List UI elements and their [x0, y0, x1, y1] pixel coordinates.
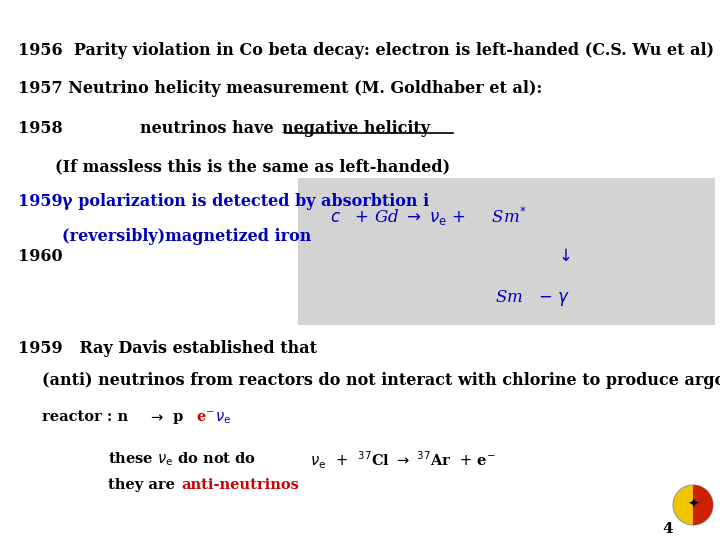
Text: ✦: ✦	[687, 498, 699, 512]
Text: 1956  Parity violation in Co beta decay: electron is left-handed (C.S. Wu et al): 1956 Parity violation in Co beta decay: …	[18, 42, 714, 59]
Text: reactor : n: reactor : n	[42, 410, 133, 424]
Text: γ polarization is detected by absorbtion i: γ polarization is detected by absorbtion…	[62, 193, 429, 210]
Wedge shape	[693, 485, 713, 525]
Text: Sm   $-$ $\gamma$: Sm $-$ $\gamma$	[495, 288, 570, 308]
Text: $c$   $+$ Gd $\rightarrow$ $\nu_{\rm e}$ $+$     Sm$^{*}$: $c$ $+$ Gd $\rightarrow$ $\nu_{\rm e}$ $…	[330, 205, 526, 228]
Text: 1957 Neutrino helicity measurement (M. Goldhaber et al):: 1957 Neutrino helicity measurement (M. G…	[18, 80, 542, 97]
Text: 1959: 1959	[18, 193, 63, 210]
Text: $\nu_{\rm e}$: $\nu_{\rm e}$	[210, 410, 231, 426]
Text: 1959   Ray Davis established that: 1959 Ray Davis established that	[18, 340, 317, 357]
Text: neutrinos have: neutrinos have	[140, 120, 279, 137]
Text: p: p	[168, 410, 184, 424]
Text: (reversibly)magnetized iron: (reversibly)magnetized iron	[62, 228, 311, 245]
Text: (If massless this is the same as left-handed): (If massless this is the same as left-ha…	[55, 158, 450, 175]
Bar	[298, 178, 715, 325]
Text: 1958: 1958	[18, 120, 63, 137]
Circle shape	[673, 485, 713, 525]
Text: e$^{-}$: e$^{-}$	[191, 410, 215, 424]
Text: $\downarrow$: $\downarrow$	[555, 248, 571, 265]
Text: $\nu_{\rm e}$  $+$  $^{37}$Cl $\rightarrow$ $^{37}$Ar  $+$ e$^{-}$: $\nu_{\rm e}$ $+$ $^{37}$Cl $\rightarrow…	[310, 450, 495, 471]
Text: they are: they are	[108, 478, 180, 492]
Text: 4: 4	[662, 522, 673, 536]
Text: these $\nu_{\rm e}$ do not do: these $\nu_{\rm e}$ do not do	[108, 450, 256, 468]
Text: 1960: 1960	[18, 248, 63, 265]
Text: anti-neutrinos: anti-neutrinos	[181, 478, 299, 492]
Text: (anti) neutrinos from reactors do not interact with chlorine to produce argon: (anti) neutrinos from reactors do not in…	[42, 372, 720, 389]
Text: $\rightarrow$: $\rightarrow$	[148, 410, 164, 424]
Text: negative helicity: negative helicity	[282, 120, 430, 137]
